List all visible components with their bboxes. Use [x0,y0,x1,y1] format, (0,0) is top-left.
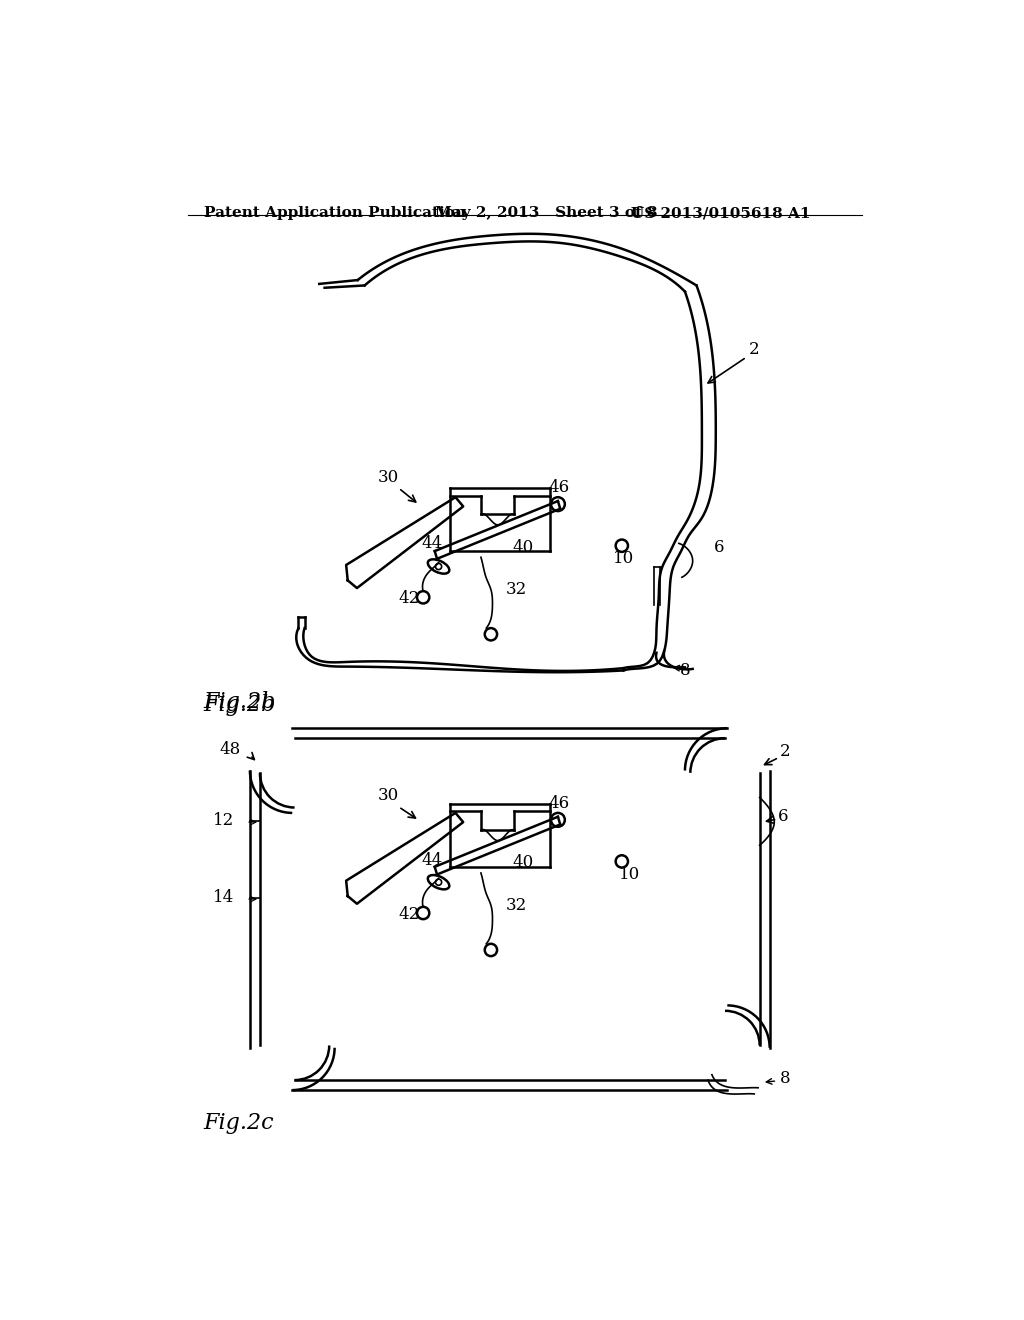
Text: 14: 14 [213,890,234,906]
Text: Fig.2c: Fig.2c [204,1111,274,1134]
Text: Fig.2b: Fig.2b [204,693,276,715]
Text: 8: 8 [680,661,690,678]
Text: 6: 6 [715,539,725,556]
Text: 32: 32 [506,581,526,598]
Text: 44: 44 [422,853,442,869]
Text: 2: 2 [779,743,791,760]
Text: 42: 42 [398,590,420,607]
Text: 10: 10 [612,550,634,568]
Text: 40: 40 [513,854,534,871]
Text: 42: 42 [398,906,420,923]
Text: 12: 12 [213,812,234,829]
Text: 30: 30 [378,470,399,487]
Text: 2: 2 [749,341,760,358]
Text: 40: 40 [513,539,534,556]
Text: US 2013/0105618 A1: US 2013/0105618 A1 [631,206,811,220]
Text: 32: 32 [506,896,526,913]
Text: 8: 8 [779,1071,791,1088]
Text: 6: 6 [778,808,788,825]
Text: 44: 44 [422,535,442,552]
Text: 46: 46 [549,795,570,812]
Text: May 2, 2013   Sheet 3 of 8: May 2, 2013 Sheet 3 of 8 [435,206,657,220]
Text: Fig.2b: Fig.2b [204,692,276,713]
Text: Patent Application Publication: Patent Application Publication [204,206,466,220]
Text: 10: 10 [618,866,640,883]
Text: 46: 46 [549,479,570,496]
Text: 48: 48 [219,742,241,758]
Text: 30: 30 [378,788,399,804]
